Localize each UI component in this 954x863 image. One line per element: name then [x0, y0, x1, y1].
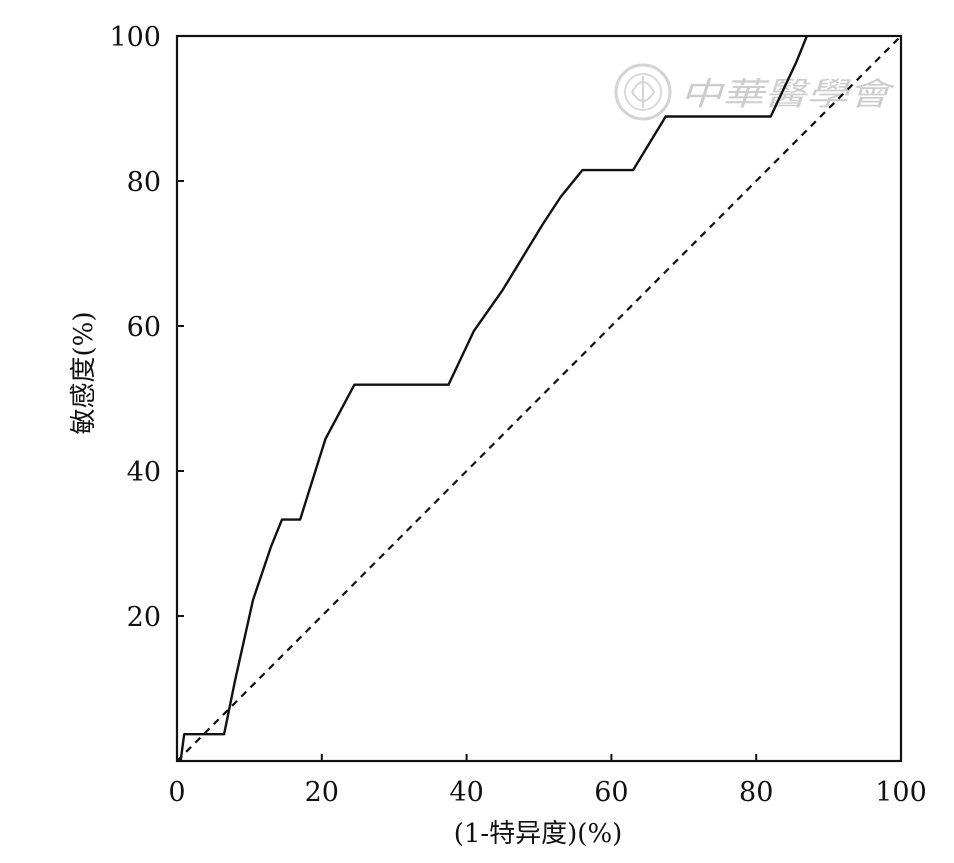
y-tick-label: 80	[127, 167, 161, 198]
x-tick-label: 80	[739, 777, 773, 808]
roc-curve-line	[179, 35, 809, 762]
y-tick-label: 40	[127, 457, 161, 488]
reference-diagonal-line	[176, 35, 902, 762]
y-axis: 20 40 60 80 100	[109, 22, 184, 633]
x-tick-label: 20	[305, 777, 339, 808]
x-tick-label: 100	[875, 777, 927, 808]
medical-association-seal-icon	[614, 63, 672, 121]
series-layer	[176, 35, 902, 762]
watermark: 中華醫學會	[614, 63, 895, 121]
x-axis-title: (1-特异度)(%)	[454, 819, 623, 849]
y-axis-title: 敏感度(%)	[69, 312, 99, 435]
y-tick-label: 60	[127, 312, 161, 343]
plot-frame	[175, 34, 903, 763]
x-axis: 0 20 40 60 80 100	[168, 754, 927, 808]
x-tick-label: 0	[168, 777, 185, 808]
x-tick-label: 40	[449, 777, 483, 808]
x-tick-label: 60	[594, 777, 628, 808]
y-tick-label: 20	[127, 602, 161, 633]
plot-area	[175, 34, 903, 763]
y-tick-label: 100	[109, 22, 161, 53]
